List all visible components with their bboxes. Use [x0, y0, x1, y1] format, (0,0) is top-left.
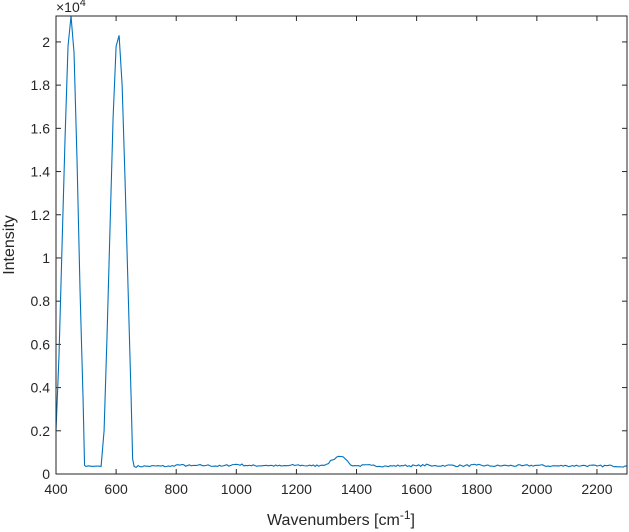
- x-tick-label: 600: [104, 481, 128, 497]
- y-tick-label: 0.8: [31, 293, 51, 309]
- x-axis-ticks: 400 600 800 1000 1200 1400 1600 1800 2000 2200: [44, 16, 613, 497]
- y-tick-label: 1.4: [31, 164, 51, 180]
- x-tick-label: 400: [44, 481, 68, 497]
- y-axis-ticks: 0 0.2 0.4 0.6 0.8 1 1.2 1.4 1.6 1.8 2: [31, 34, 627, 482]
- x-axis-label: Wavenumbers [cm-1]: [267, 508, 415, 529]
- x-tick-label: 1400: [341, 481, 372, 497]
- y-axis-label: Intensity: [1, 215, 18, 275]
- x-tick-label: 1200: [281, 481, 312, 497]
- x-tick-label: 1000: [221, 481, 252, 497]
- y-tick-label: 0.6: [31, 336, 51, 352]
- plot-area: [56, 16, 627, 474]
- x-tick-label: 800: [165, 481, 189, 497]
- x-tick-label: 1800: [461, 481, 492, 497]
- plot-frame: [55, 15, 628, 475]
- y-tick-label: 1: [42, 250, 50, 266]
- y-tick-label: 0.2: [31, 423, 51, 439]
- x-tick-label: 1600: [401, 481, 432, 497]
- y-tick-label: 1.6: [31, 120, 51, 136]
- y-tick-label: 1.8: [31, 77, 51, 93]
- x-tick-label: 2200: [581, 481, 612, 497]
- y-tick-label: 0.4: [31, 380, 51, 396]
- series-line: [55, 15, 628, 469]
- y-exponent-label: ×104: [56, 0, 86, 15]
- y-tick-label: 1.2: [31, 207, 51, 223]
- y-tick-label: 0: [42, 466, 50, 482]
- x-tick-label: 2000: [521, 481, 552, 497]
- y-tick-label: 2: [42, 34, 50, 50]
